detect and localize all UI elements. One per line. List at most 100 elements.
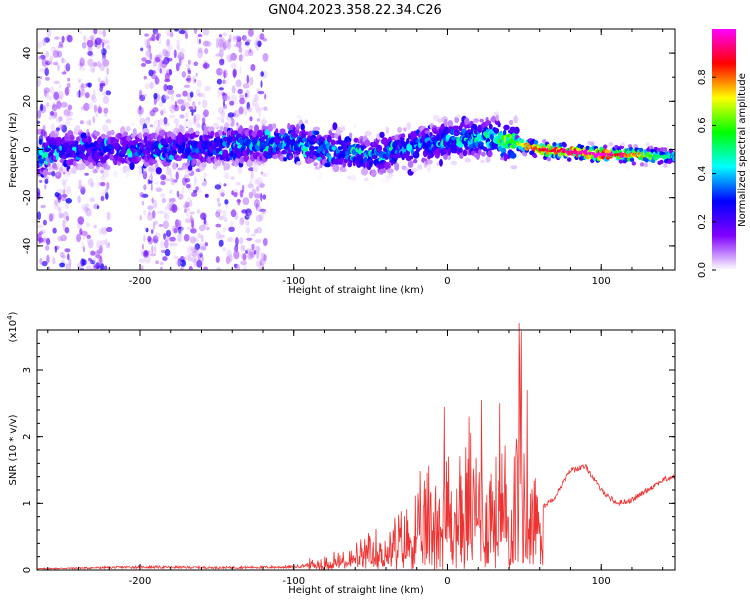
spectrogram-cell — [272, 154, 278, 160]
x-tick-label: 100 — [592, 576, 611, 587]
spectrogram-cell — [217, 202, 221, 207]
spectrogram-cell — [235, 34, 240, 40]
spectrogram-cell — [56, 100, 62, 110]
spectrogram-cell — [292, 150, 296, 155]
colorbar-ticks: 0.0 0.2 0.4 0.6 0.8 — [697, 69, 716, 278]
spectrogram-cell — [178, 226, 182, 234]
spectrogram-cell — [79, 120, 84, 125]
spectrogram-cell — [146, 49, 151, 57]
spectrogram-cell — [95, 254, 102, 259]
spectrogram-cell — [220, 192, 225, 197]
spectrogram-cell — [194, 105, 197, 111]
spectrogram-cell — [93, 263, 98, 269]
spectrogram-cell — [117, 119, 123, 125]
spectrogram-cell — [52, 256, 55, 265]
spectrogram-cell — [146, 38, 151, 47]
spectrogram-cell — [161, 107, 166, 115]
spectrogram-cell — [192, 247, 197, 253]
spectrogram-cell — [42, 219, 47, 226]
spectrogram-cell — [245, 249, 249, 254]
spectrogram-cell — [97, 107, 103, 114]
snr-x-label: Height of straight line (km) — [288, 585, 424, 596]
spectrogram-cell — [152, 107, 159, 113]
spectrogram-cell — [261, 263, 265, 270]
spectrogram-cell — [256, 186, 260, 192]
spectrogram-cell — [171, 242, 179, 247]
spectrogram-cell — [239, 217, 245, 226]
spectrogram-cell — [232, 68, 237, 78]
colorbar-tick-label: 0.6 — [697, 117, 708, 133]
y-tick-label: 1 — [22, 500, 33, 506]
spectrogram-cell — [66, 34, 73, 43]
spectrogram-cell — [223, 172, 230, 180]
spectrogram-cell — [190, 246, 194, 252]
spectrogram-cell — [122, 166, 131, 173]
spectrogram-cell — [226, 54, 233, 63]
spectrogram-y-ticks: -40 -20 0 20 40 — [22, 28, 675, 271]
spectrogram-cell — [193, 115, 197, 124]
spectrogram-cell — [132, 128, 137, 137]
spectrogram-cell — [84, 92, 90, 99]
spectrogram-cell — [555, 135, 560, 140]
spectrogram-cell — [106, 181, 110, 190]
spectrogram-cell — [193, 29, 198, 35]
spectrogram-cell — [493, 127, 500, 134]
spectrogram-cell — [173, 118, 180, 125]
spectrogram-cell — [214, 184, 222, 190]
spectrogram-cell — [78, 30, 82, 34]
spectrogram-cell — [171, 94, 174, 102]
spectrogram-cell — [330, 139, 336, 146]
spectrogram-cell — [143, 167, 148, 174]
spectrogram-cell — [38, 237, 41, 245]
spectrogram-cell — [292, 133, 299, 138]
spectrogram-cell — [489, 134, 494, 141]
spectrogram-cell — [163, 143, 169, 148]
spectrogram-cell — [239, 94, 245, 100]
spectrogram-cell — [58, 166, 64, 174]
spectrogram-cell — [254, 102, 260, 112]
spectrogram-cell — [79, 228, 83, 236]
spectrogram-cell — [91, 64, 96, 74]
spectrogram-cell — [177, 258, 181, 267]
spectrogram-cell — [218, 48, 223, 55]
spectrogram-cell — [64, 86, 70, 96]
spectrogram-cell — [37, 224, 44, 229]
spectrogram-cell — [503, 153, 508, 162]
spectrogram-cell — [44, 37, 50, 43]
spectrogram-cell — [163, 95, 171, 100]
spectrogram-cell — [58, 90, 64, 100]
spectrogram-cell — [457, 148, 463, 153]
spectrogram-cell — [246, 39, 252, 43]
spectrogram-cell — [222, 210, 227, 218]
spectrogram-cell — [520, 139, 525, 144]
spectrogram-cell — [542, 139, 547, 144]
spectrogram-cell — [223, 216, 228, 223]
spectrogram-cell — [179, 114, 185, 119]
spectrogram-cell — [59, 251, 65, 258]
spectrogram-cell — [101, 56, 107, 64]
spectrogram-cell — [195, 186, 199, 191]
spectrogram-cell — [248, 125, 254, 130]
spectrogram-cell — [171, 104, 176, 110]
spectrogram-cell — [175, 123, 179, 128]
spectrogram-cell — [174, 29, 179, 32]
spectrogram-cell — [204, 85, 211, 92]
spectrogram-cell — [247, 106, 253, 113]
spectrogram-cell — [166, 212, 170, 221]
spectrogram-cell — [158, 129, 166, 137]
spectrogram-cell — [131, 140, 139, 146]
y-tick-label: 3 — [22, 367, 33, 373]
spectrogram-cell — [255, 260, 259, 267]
spectrogram-cell — [148, 166, 155, 173]
spectrogram-cell — [86, 120, 92, 126]
spectrogram-cell — [190, 228, 197, 234]
spectrogram-cell — [202, 29, 210, 36]
spectrogram-cell — [99, 258, 104, 265]
spectrogram-cell — [194, 243, 201, 251]
spectrogram-cell — [149, 52, 153, 61]
spectrogram-cell — [62, 188, 66, 198]
spectrogram-cell — [103, 169, 109, 178]
spectrogram-cell — [197, 47, 203, 54]
spectrogram-cell — [219, 125, 224, 131]
spectrogram-cell — [65, 215, 69, 222]
